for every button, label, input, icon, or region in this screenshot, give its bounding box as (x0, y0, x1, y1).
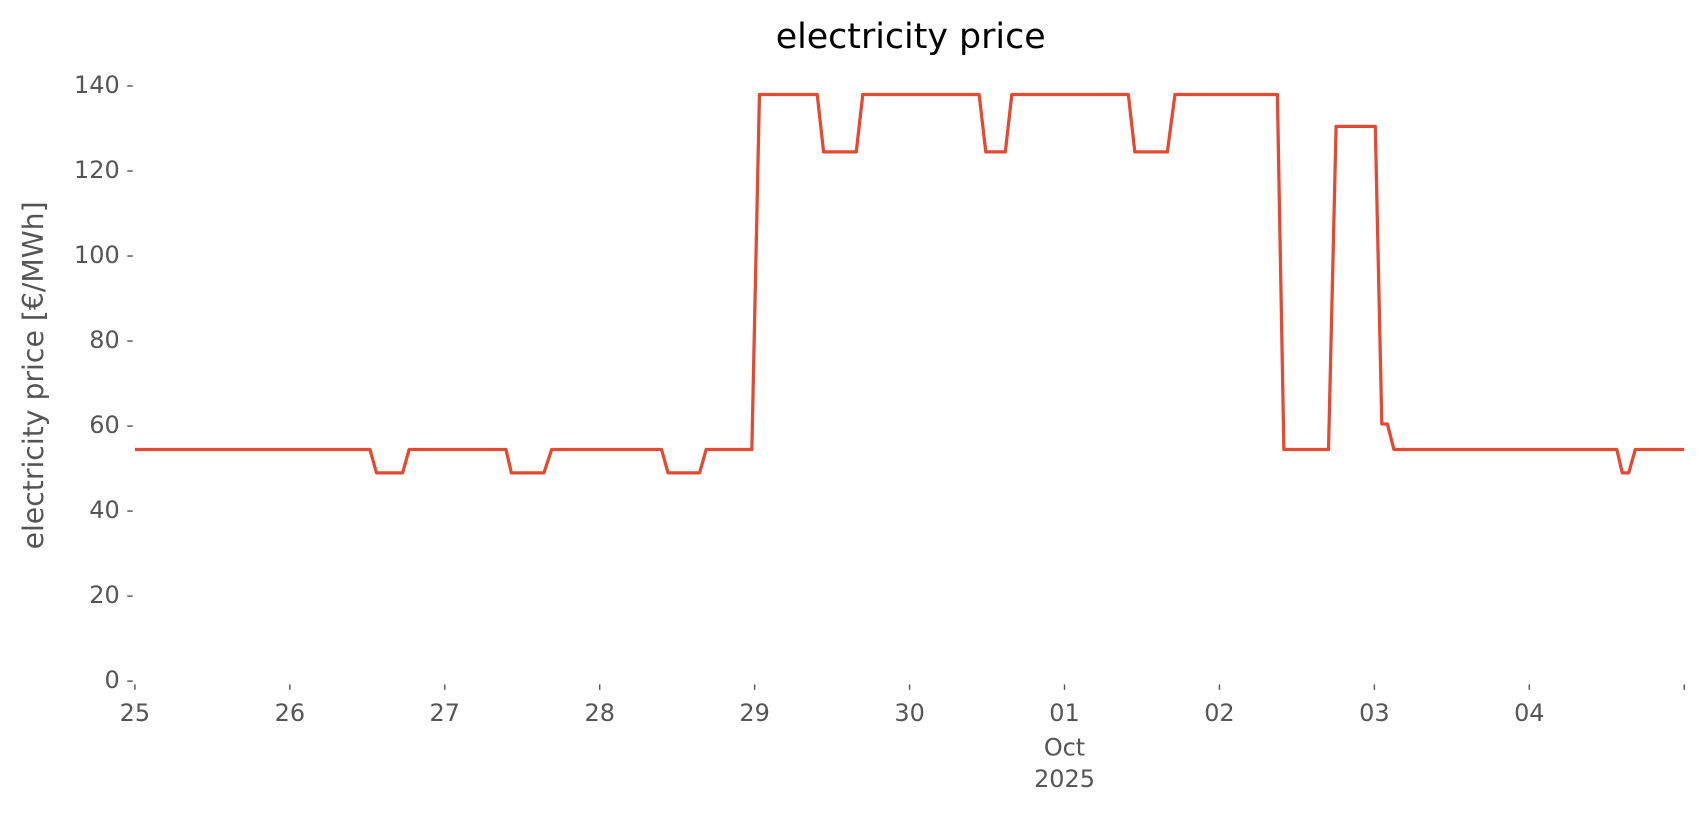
y-tick-label: 0 (104, 666, 119, 694)
chart-title: electricity price (776, 17, 1046, 57)
y-tick-label: 20 (89, 581, 119, 609)
y-tick-label: 60 (89, 411, 119, 439)
x-tick-label: 04 (1514, 699, 1544, 727)
price-line (134, 92, 1685, 475)
x-tick-label: 01 (1049, 699, 1079, 727)
x-tick-label: 02 (1204, 699, 1234, 727)
x-tick-label: 25 (120, 699, 150, 727)
x-tick-label: 28 (584, 699, 614, 727)
x-tick-label: 03 (1359, 699, 1389, 727)
x-tick-label: 29 (739, 699, 769, 727)
x-tick-label: 27 (430, 699, 460, 727)
y-tick-label: 40 (89, 496, 119, 524)
y-tick-label: 140 (74, 71, 120, 99)
x-year-label: 2025 (1034, 765, 1095, 793)
y-axis-label: electricity price [€/MWh] (17, 201, 50, 549)
x-tick-label: 30 (894, 699, 924, 727)
x-tick-label: 26 (275, 699, 305, 727)
y-tick-label: 80 (89, 326, 119, 354)
x-month-label: Oct (1044, 734, 1085, 762)
y-tick-label: 100 (74, 241, 120, 269)
y-tick-label: 120 (74, 156, 120, 184)
